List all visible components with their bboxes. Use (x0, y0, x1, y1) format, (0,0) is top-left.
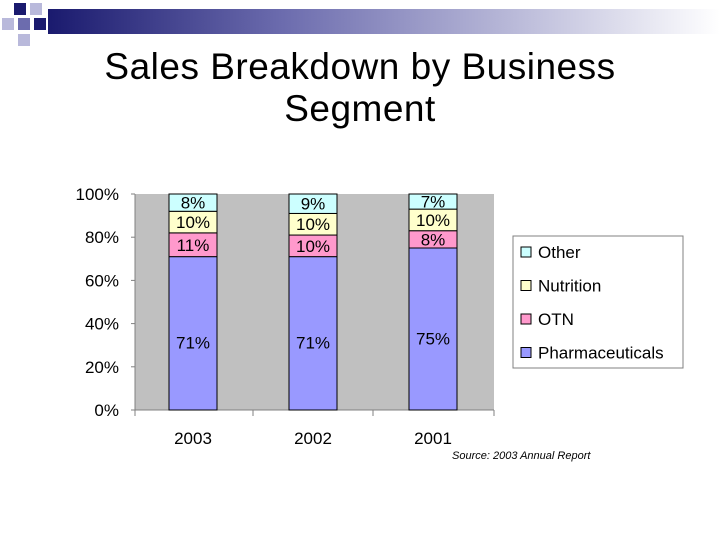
legend-swatch (520, 347, 532, 358)
legend-label: OTN (538, 310, 574, 329)
legend-swatch (520, 280, 532, 291)
data-label: 10% (416, 211, 450, 230)
y-tick-label: 80% (85, 228, 119, 247)
y-tick-label: 20% (85, 358, 119, 377)
legend-label: Nutrition (538, 277, 601, 296)
bar-segment-pharmaceuticals (408, 247, 458, 411)
data-label: 75% (416, 330, 450, 349)
slide-title-line2: Segment (284, 88, 436, 129)
x-tick-label: 2002 (294, 429, 332, 448)
slide-title: Sales Breakdown by Business Segment (0, 46, 720, 130)
y-tick-label: 100% (76, 185, 119, 204)
y-tick-label: 0% (94, 401, 119, 420)
data-label: 9% (301, 195, 326, 214)
y-tick-label: 40% (85, 315, 119, 334)
legend-box (512, 235, 684, 369)
data-label: 71% (296, 334, 330, 353)
bar-segment-other (288, 193, 338, 214)
data-label: 10% (296, 237, 330, 256)
source-note: Source: 2003 Annual Report (452, 450, 591, 462)
legend-swatch (520, 313, 532, 325)
data-label: 71% (176, 334, 210, 353)
data-label: 7% (421, 193, 446, 212)
data-label: 8% (181, 194, 206, 213)
data-label: 10% (176, 213, 210, 232)
bar-segment-other (168, 193, 218, 212)
x-tick-label: 2003 (174, 429, 212, 448)
x-tick-label: 2001 (414, 429, 452, 448)
bar-segment-other (408, 193, 458, 210)
header-decoration (2, 3, 720, 46)
data-label: 8% (421, 230, 446, 249)
legend-label: Other (538, 243, 581, 262)
legend-label: Pharmaceuticals (538, 344, 664, 363)
slide-title-line1: Sales Breakdown by Business (104, 46, 616, 87)
data-label: 10% (296, 215, 330, 234)
bar-segment-pharmaceuticals (288, 256, 338, 411)
data-label: 11% (177, 236, 210, 255)
y-tick-label: 60% (85, 271, 119, 290)
legend-swatch (520, 246, 532, 258)
